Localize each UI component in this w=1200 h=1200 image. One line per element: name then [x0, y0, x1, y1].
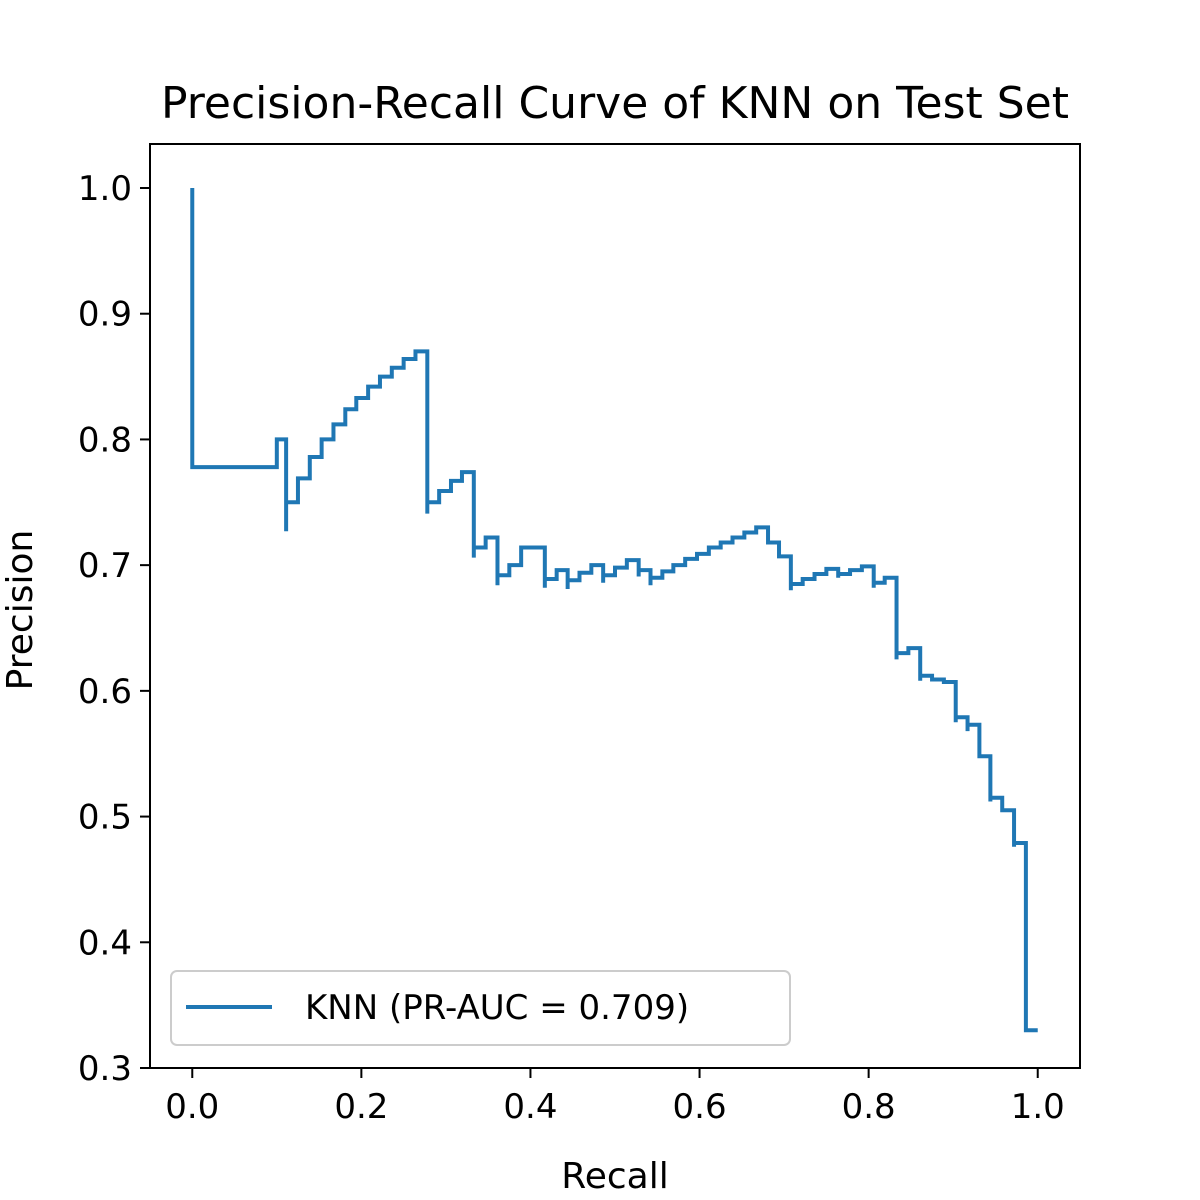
- series-line-knn: [190, 188, 1038, 1033]
- x-tick-label: 0.4: [503, 1087, 557, 1127]
- x-axis-label: Recall: [561, 1156, 668, 1197]
- legend: KNN (PR-AUC = 0.709): [170, 970, 791, 1046]
- y-tick-label: 0.6: [78, 672, 132, 712]
- y-tick-label: 0.9: [78, 295, 132, 335]
- y-tick-label: 0.4: [78, 923, 132, 963]
- x-tick-label: 0.6: [673, 1087, 727, 1127]
- y-tick-label: 0.3: [78, 1049, 132, 1089]
- legend-label-knn: KNN (PR-AUC = 0.709): [305, 988, 689, 1028]
- plot-area: [190, 188, 1038, 1033]
- chart-title: Precision-Recall Curve of KNN on Test Se…: [161, 78, 1069, 129]
- y-tick-label: 0.7: [78, 546, 132, 586]
- x-tick-label: 0.0: [165, 1087, 219, 1127]
- y-tick-label: 0.8: [78, 420, 132, 460]
- y-axis: 0.3 0.4 0.5 0.6 0.7 0.8 0.9 1.0: [78, 169, 150, 1089]
- y-axis-label: Precision: [0, 530, 41, 691]
- legend-box: [170, 970, 791, 1046]
- y-tick-label: 0.5: [78, 798, 132, 838]
- x-tick-label: 0.2: [334, 1087, 388, 1127]
- y-tick-label: 1.0: [78, 169, 132, 209]
- axes-frame: [149, 143, 1081, 1069]
- x-axis: 0.0 0.2 0.4 0.6 0.8 1.0: [165, 1068, 1065, 1127]
- x-tick-label: 0.8: [842, 1087, 896, 1127]
- x-tick-label: 1.0: [1011, 1087, 1065, 1127]
